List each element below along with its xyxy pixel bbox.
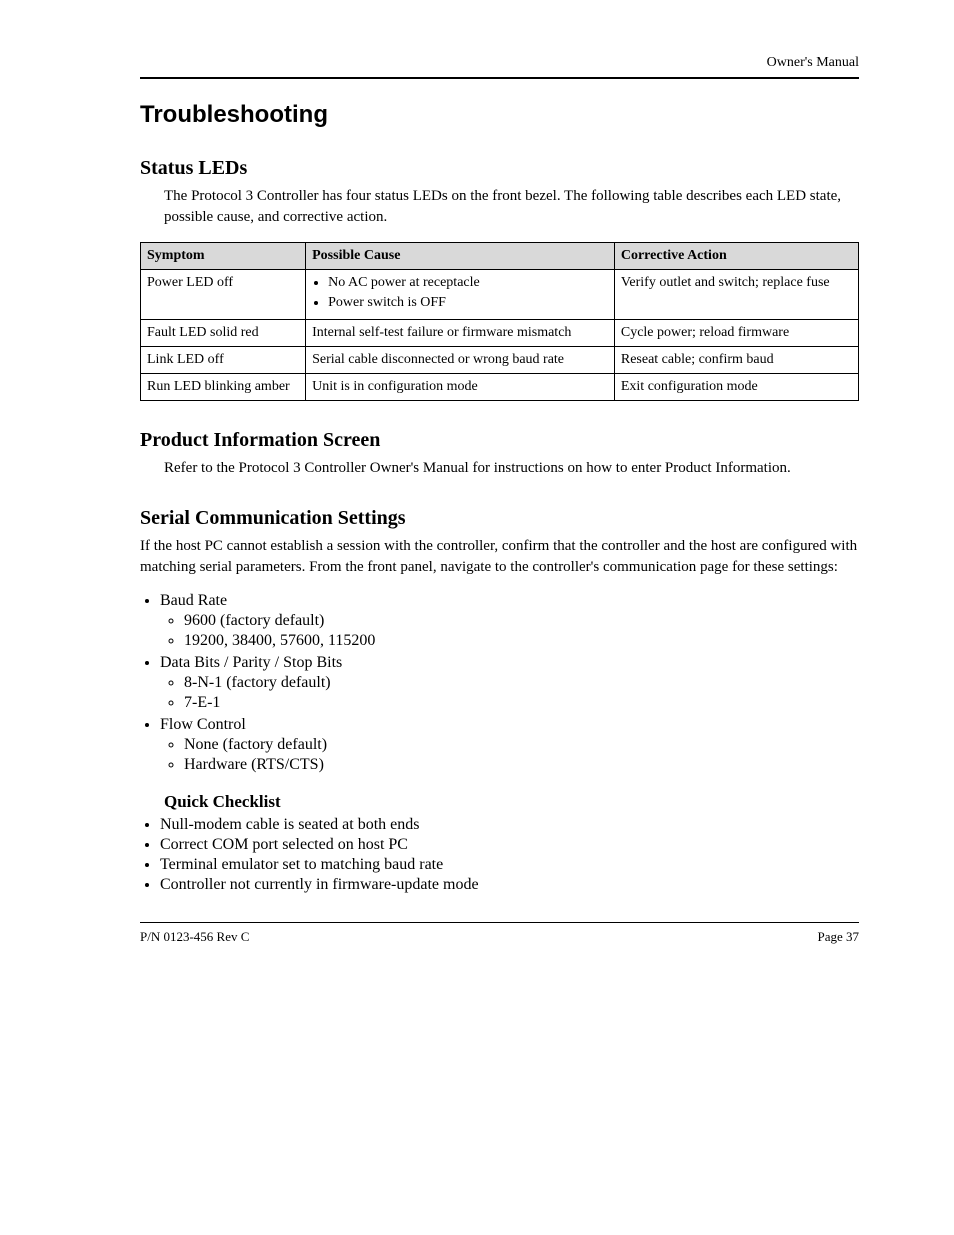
- cell-symptom: Run LED blinking amber: [141, 373, 306, 400]
- section3-body: If the host PC cannot establish a sessio…: [140, 536, 859, 578]
- checklist-item: Null-modem cable is seated at both ends: [160, 816, 859, 834]
- table-row: Fault LED solid red Internal self-test f…: [141, 319, 859, 346]
- settings-item: Data Bits / Parity / Stop Bits 8-N-1 (fa…: [160, 654, 859, 712]
- section-heading-product-info: Product Information Screen: [140, 429, 859, 452]
- settings-sub-item: 9600 (factory default): [184, 612, 859, 630]
- col-header-symptom: Symptom: [141, 243, 306, 270]
- cell-cause: Serial cable disconnected or wrong baud …: [306, 346, 615, 373]
- settings-item-label: Data Bits / Parity / Stop Bits: [160, 654, 342, 671]
- cell-symptom: Fault LED solid red: [141, 319, 306, 346]
- checklist-item: Controller not currently in firmware-upd…: [160, 876, 859, 894]
- settings-item: Flow Control None (factory default) Hard…: [160, 716, 859, 774]
- table-row: Link LED off Serial cable disconnected o…: [141, 346, 859, 373]
- cell-symptom: Power LED off: [141, 270, 306, 319]
- footer-rule: [140, 922, 859, 923]
- cell-cause: Internal self-test failure or firmware m…: [306, 319, 615, 346]
- section-heading-status-leds: Status LEDs: [140, 157, 859, 180]
- cause-item: Power switch is OFF: [328, 294, 608, 312]
- settings-sub-item: 7-E-1: [184, 694, 859, 712]
- section1-intro: The Protocol 3 Controller has four statu…: [140, 186, 859, 228]
- cell-action: Exit configuration mode: [614, 373, 858, 400]
- page-footer: P/N 0123-456 Rev C Page 37: [140, 929, 859, 945]
- cell-action: Verify outlet and switch; replace fuse: [614, 270, 858, 319]
- cell-cause: No AC power at receptacle Power switch i…: [306, 270, 615, 319]
- cell-symptom: Link LED off: [141, 346, 306, 373]
- status-led-table: Symptom Possible Cause Corrective Action…: [140, 242, 859, 401]
- settings-item: Baud Rate 9600 (factory default) 19200, …: [160, 592, 859, 650]
- settings-item-label: Flow Control: [160, 716, 246, 733]
- section-heading-serial-comm: Serial Communication Settings: [140, 507, 859, 530]
- cause-item: No AC power at receptacle: [328, 274, 608, 292]
- running-head: Owner's Manual: [140, 55, 859, 71]
- cell-action: Cycle power; reload firmware: [614, 319, 858, 346]
- header-rule: [140, 77, 859, 79]
- settings-sub-item: None (factory default): [184, 736, 859, 754]
- cell-action: Reseat cable; confirm baud: [614, 346, 858, 373]
- checklist: Null-modem cable is seated at both ends …: [140, 816, 859, 894]
- settings-item-label: Baud Rate: [160, 592, 227, 609]
- table-row: Run LED blinking amber Unit is in config…: [141, 373, 859, 400]
- cell-cause: Unit is in configuration mode: [306, 373, 615, 400]
- footer-left: P/N 0123-456 Rev C: [140, 929, 249, 945]
- checklist-item: Correct COM port selected on host PC: [160, 836, 859, 854]
- quick-checklist-heading: Quick Checklist: [140, 792, 859, 812]
- settings-sub-item: 19200, 38400, 57600, 115200: [184, 632, 859, 650]
- table-header-row: Symptom Possible Cause Corrective Action: [141, 243, 859, 270]
- section2-body: Refer to the Protocol 3 Controller Owner…: [140, 458, 859, 479]
- settings-list: Baud Rate 9600 (factory default) 19200, …: [140, 592, 859, 774]
- table-row: Power LED off No AC power at receptacle …: [141, 270, 859, 319]
- settings-sub-item: 8-N-1 (factory default): [184, 674, 859, 692]
- chapter-title: Troubleshooting: [140, 101, 859, 129]
- checklist-item: Terminal emulator set to matching baud r…: [160, 856, 859, 874]
- col-header-action: Corrective Action: [614, 243, 858, 270]
- document-page: Owner's Manual Troubleshooting Status LE…: [0, 0, 954, 1040]
- col-header-cause: Possible Cause: [306, 243, 615, 270]
- footer-right: Page 37: [817, 929, 859, 945]
- settings-sub-item: Hardware (RTS/CTS): [184, 756, 859, 774]
